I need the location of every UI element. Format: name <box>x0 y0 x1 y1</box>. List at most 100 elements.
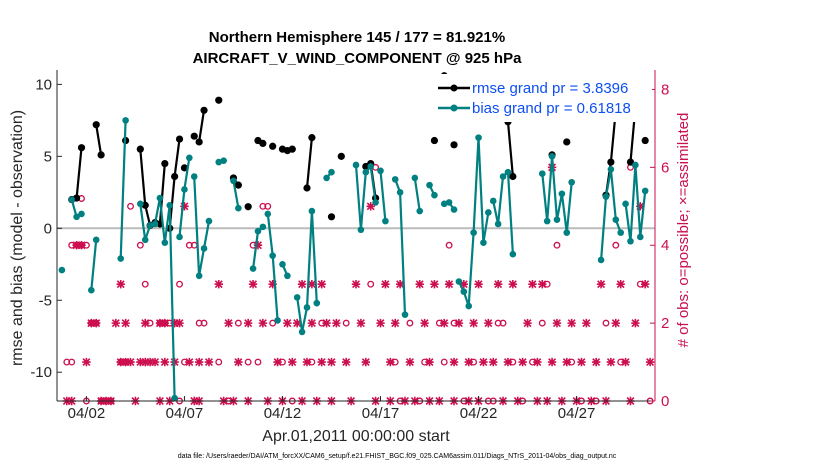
obs-assimilated-marker <box>180 202 189 211</box>
obs-possible-marker <box>127 202 134 210</box>
obs-assimilated-marker <box>386 357 395 367</box>
bias-point <box>431 191 438 199</box>
bias-point <box>161 239 169 246</box>
rmse-point <box>607 158 615 166</box>
obs-assimilated-marker <box>381 279 390 289</box>
bias-point <box>391 176 399 183</box>
obs-assimilated-marker <box>121 357 130 367</box>
bias-point <box>357 226 365 234</box>
obs-possible-marker <box>494 319 502 327</box>
rmse-point <box>97 151 105 159</box>
obs-assimilated-marker <box>489 357 498 367</box>
obs-possible-marker <box>244 358 252 366</box>
bias-point <box>396 189 404 196</box>
bias-point <box>151 220 159 228</box>
bias-point <box>235 204 242 212</box>
bias-point <box>548 153 556 160</box>
bias-point <box>622 200 629 208</box>
bias-point <box>607 166 615 173</box>
obs-possible-marker <box>141 280 149 288</box>
bias-point <box>88 286 95 294</box>
obs-assimilated-marker <box>547 357 557 367</box>
obs-assimilated-marker <box>126 357 135 367</box>
obs-assimilated-marker <box>283 318 292 328</box>
obs-assimilated-marker <box>116 279 125 289</box>
bias-point <box>195 272 203 280</box>
obs-possible-marker <box>215 358 223 366</box>
x-tick-label: 04/02 <box>68 405 106 422</box>
bias-point <box>416 207 424 215</box>
obs-assimilated-marker <box>645 357 655 367</box>
obs-possible-marker <box>367 280 375 288</box>
obs-assimilated-marker <box>567 318 576 328</box>
bias-point <box>137 200 144 208</box>
rmse-point <box>200 106 208 114</box>
legend: rmse grand pr = 3.8396 bias grand pr = 0… <box>430 74 652 122</box>
obs-assimilated-marker <box>351 279 361 289</box>
obs-assimilated-marker <box>224 318 233 328</box>
y-right-tick-label: 8 <box>661 81 669 98</box>
obs-possible-marker <box>406 319 414 327</box>
obs-assimilated-marker <box>160 357 170 367</box>
legend-rmse-marker <box>450 84 458 92</box>
rmse-point <box>563 138 571 146</box>
y-tick-label: -10 <box>30 364 52 381</box>
obs-assimilated-marker <box>528 279 537 289</box>
obs-possible-marker <box>254 358 262 366</box>
bias-line-segment <box>119 120 127 259</box>
obs-assimilated-marker <box>268 279 277 289</box>
bias-point <box>543 217 551 225</box>
bias-point <box>641 187 649 195</box>
bias-point <box>480 239 487 246</box>
bias-point <box>274 317 281 324</box>
obs-possible-marker <box>136 241 144 249</box>
bias-point <box>284 272 291 280</box>
bias-point <box>538 170 546 177</box>
bias-point <box>205 217 213 225</box>
obs-assimilated-marker <box>493 279 503 289</box>
plot-area: 10 5 0 -5 -10 8 6 4 2 0 04/02 04/07 04/12 04/17 04/22 0… <box>30 70 669 422</box>
bias-point <box>426 181 433 189</box>
bias-point <box>220 157 227 164</box>
bias-point <box>401 311 409 318</box>
obs-possible-marker <box>195 319 203 327</box>
bias-point <box>323 174 330 182</box>
obs-assimilated-marker <box>253 241 263 250</box>
bias-point <box>612 216 620 223</box>
obs-assimilated-marker <box>317 357 326 367</box>
bias-point <box>450 206 458 213</box>
obs-assimilated-marker <box>508 279 518 289</box>
obs-assimilated-marker <box>616 279 625 289</box>
obs-possible-marker <box>553 241 561 249</box>
obs-assimilated-marker <box>87 318 96 328</box>
obs-assimilated-marker <box>332 318 341 328</box>
rmse-point <box>641 136 649 145</box>
chart-title-line1: Northern Hemisphere 145 / 177 = 81.921% <box>209 29 505 46</box>
rmse-line-segment <box>95 124 103 156</box>
obs-assimilated-marker <box>327 357 336 367</box>
bias-line-segment <box>413 177 421 212</box>
obs-assimilated-marker <box>479 357 488 367</box>
bias-point <box>171 394 178 402</box>
obs-possible-marker <box>269 319 277 327</box>
obs-assimilated-marker <box>636 202 645 211</box>
obs-assimilated-marker <box>302 357 312 367</box>
obs-assimilated-marker <box>307 279 317 289</box>
obs-assimilated-marker <box>420 318 429 328</box>
rmse-line-segment <box>305 137 313 189</box>
obs-assimilated-marker <box>591 357 601 367</box>
obs-assimilated-marker <box>170 318 179 328</box>
obs-assimilated-marker <box>582 318 591 328</box>
obs-assimilated-marker <box>454 318 464 328</box>
chart-title-line2: AIRCRAFT_V_WIND_COMPONENT @ 925 hPa <box>193 50 523 67</box>
obs-assimilated-marker <box>136 357 145 367</box>
bias-point <box>269 252 276 259</box>
obs-possible-marker <box>185 241 193 249</box>
obs-assimilated-marker <box>194 357 204 367</box>
bias-point <box>141 236 149 244</box>
bias-point <box>313 299 321 307</box>
bias-point <box>553 216 561 223</box>
bias-point <box>68 196 76 203</box>
legend-bias-marker <box>450 104 458 112</box>
obs-assimilated-marker <box>111 318 121 328</box>
